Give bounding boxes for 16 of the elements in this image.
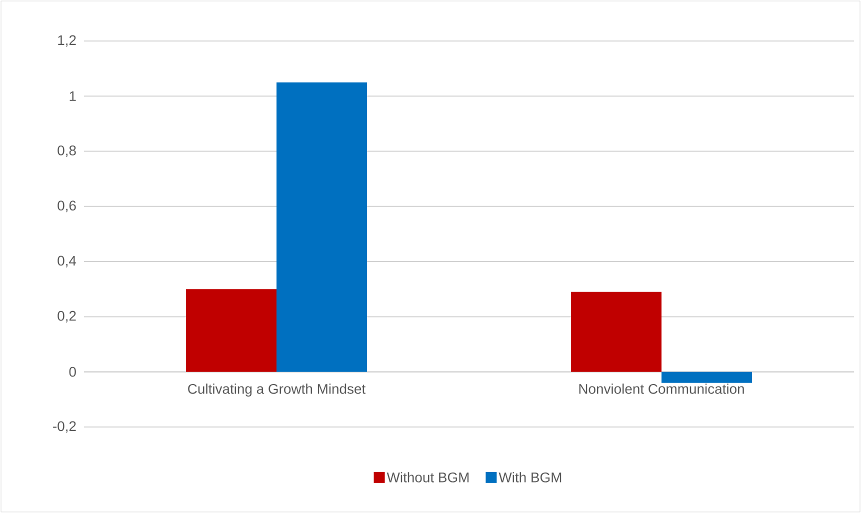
y-tick-label: 0,6	[58, 200, 76, 212]
y-tick-label: 1,2	[58, 35, 76, 47]
bar	[662, 372, 752, 383]
y-tick-label: 0,4	[58, 256, 76, 268]
bar	[276, 82, 367, 372]
bar	[186, 289, 277, 372]
x-tick-label: Nonviolent Communication	[579, 384, 744, 394]
y-tick-label: 0	[69, 366, 76, 377]
y-tick-label: 0,2	[58, 310, 76, 322]
legend-label: Without BGM	[386, 472, 469, 482]
legend-label: With BGM	[498, 472, 562, 482]
y-tick-label: 0,8	[58, 146, 76, 158]
y-tick-label: 1	[70, 91, 76, 101]
x-tick-label: Cultivating a Growth Mindset	[188, 384, 366, 397]
bar	[571, 292, 662, 372]
y-tick-label: -0,2	[53, 421, 76, 433]
